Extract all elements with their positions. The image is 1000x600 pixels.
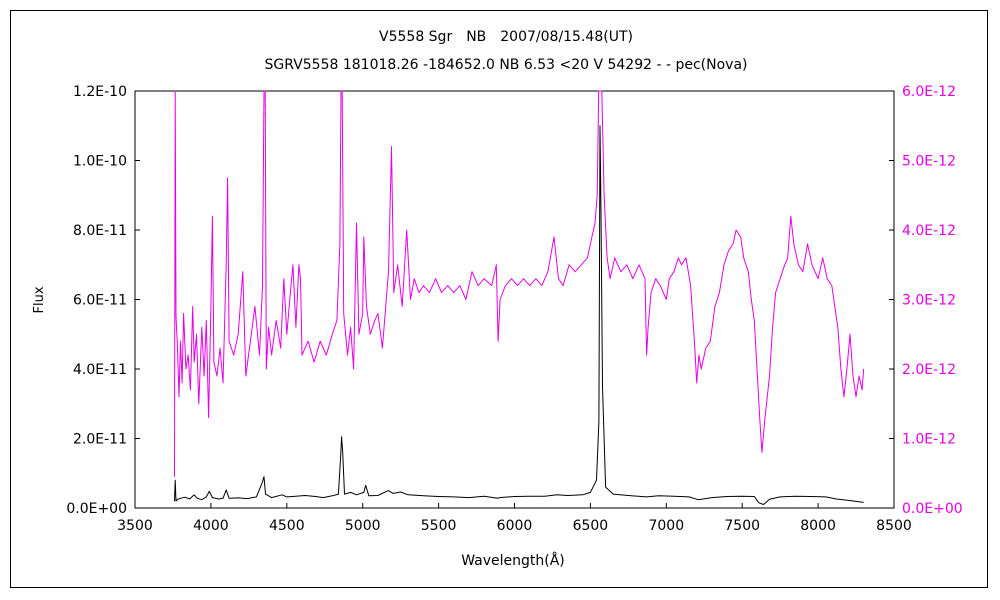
chart-frame: V5558 Sgr NB 2007/08/15.48(UT) SGRV5558 … [10,10,988,588]
x-tick-label: 6500 [573,518,609,534]
x-tick-label: 5500 [421,518,457,534]
x-tick-label: 7000 [648,518,684,534]
x-tick-label: 4500 [269,518,305,534]
y-left-tick-label: 1.0E-10 [73,154,127,170]
y-left-tick-label: 2.0E-11 [73,432,127,448]
x-axis-label: Wavelength(Å) [461,552,565,569]
y-axis-label: Flux [32,286,47,313]
chart-subtitle: SGRV5558 181018.26 -184652.0 NB 6.53 <20… [265,57,748,73]
x-tick-label: 6000 [497,518,533,534]
plot-area-border [134,90,895,509]
series-line-left-axis [174,125,864,505]
y-right-tick-label: 4.0E-12 [902,223,956,239]
y-right-tick-label: 0.0E+00 [902,501,963,517]
x-tick-label: 5000 [345,518,381,534]
y-right-tick-label: 2.0E-12 [902,362,956,378]
x-tick-label: 8500 [876,518,912,534]
spectrum-chart: V5558 Sgr NB 2007/08/15.48(UT) SGRV5558 … [32,29,963,569]
chart-title: V5558 Sgr NB 2007/08/15.48(UT) [379,29,633,45]
y-right-tick-label: 6.0E-12 [902,84,956,100]
y-left-tick-label: 0.0E+00 [66,501,127,517]
series-line-right-axis [174,90,865,477]
y-right-tick-label: 5.0E-12 [902,154,956,170]
y-right-tick-label: 3.0E-12 [902,293,956,309]
y-left-tick-label: 4.0E-11 [73,362,127,378]
x-tick-label: 7500 [724,518,760,534]
y-left-tick-label: 1.2E-10 [73,84,127,100]
y-left-tick-label: 6.0E-11 [73,293,127,309]
x-tick-label: 4000 [193,518,229,534]
y-right-tick-label: 1.0E-12 [902,432,956,448]
x-tick-label: 3500 [117,518,153,534]
x-tick-label: 8000 [800,518,836,534]
y-left-tick-label: 8.0E-11 [73,223,127,239]
